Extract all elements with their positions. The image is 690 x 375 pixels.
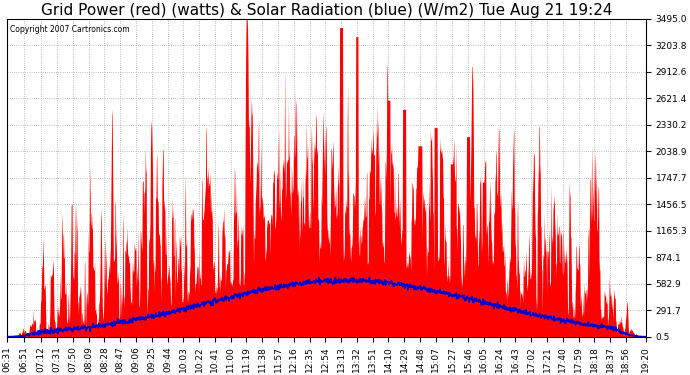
- Text: Copyright 2007 Cartronics.com: Copyright 2007 Cartronics.com: [10, 25, 130, 34]
- Title: Grid Power (red) (watts) & Solar Radiation (blue) (W/m2) Tue Aug 21 19:24: Grid Power (red) (watts) & Solar Radiati…: [41, 3, 612, 18]
